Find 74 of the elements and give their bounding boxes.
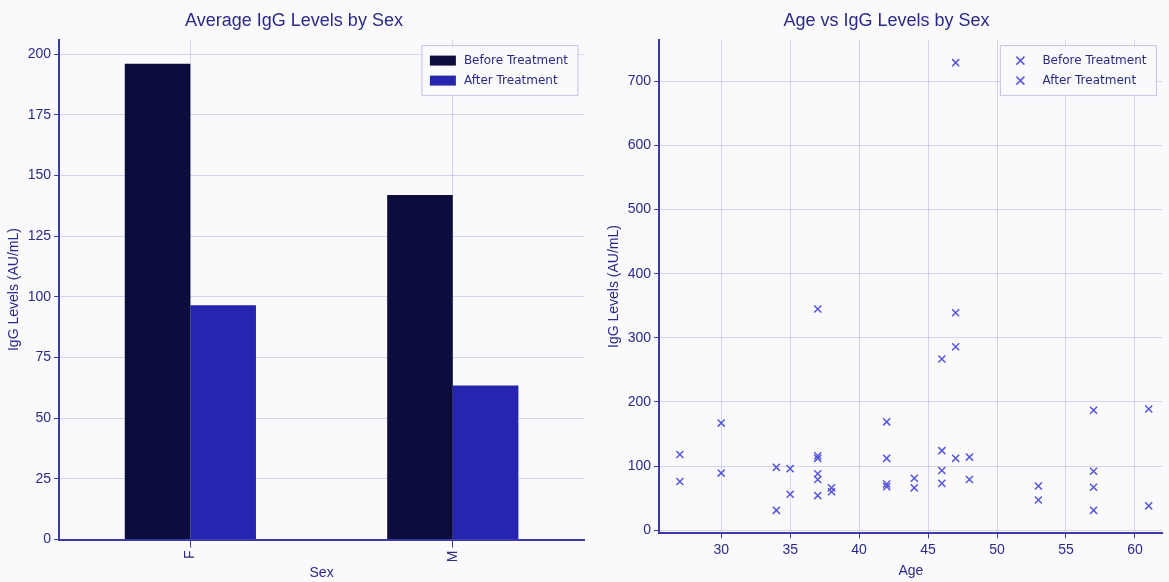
point [951,308,960,318]
point [1144,404,1153,414]
point [675,477,685,486]
bar [190,305,256,540]
point [882,417,891,427]
point [882,479,891,489]
x-tick-label: 45 [920,540,937,557]
y-tick-label: 175 [27,105,52,122]
x-tick-label: 30 [713,540,730,557]
y-tick-label: 0 [43,530,52,547]
y-tick-label: 400 [627,264,652,281]
y-tick-label: 700 [627,72,652,89]
chart-title: Age vs IgG Levels by Sex [783,9,990,30]
point [1089,405,1098,415]
chart-title: Average IgG Levels by Sex [185,9,403,30]
y-tick-label: 100 [627,456,652,473]
point [772,463,781,472]
y-tick-label: 200 [27,45,52,62]
point [951,58,960,67]
y-tick-label: 50 [35,409,52,426]
y-tick-label: 500 [627,200,652,217]
y-axis-title: IgG Levels (AU/mL) [5,228,22,352]
point [785,464,795,473]
y-tick-label: 0 [643,521,652,538]
point [827,483,836,493]
point [1144,501,1153,511]
y-tick-label: 25 [35,469,52,486]
point [1034,481,1043,491]
legend-label: After Treatment [1042,72,1137,87]
y-tick-label: 75 [35,348,52,365]
x-tick-label: M [443,550,460,563]
point [965,452,974,462]
point [951,454,960,463]
legend-label: Before Treatment [463,52,569,67]
point [882,482,891,491]
x-tick-label: 50 [989,540,1006,557]
y-tick-label: 600 [627,136,652,153]
legend-label: Before Treatment [1042,52,1147,67]
x-tick-label: 35 [782,540,799,557]
x-tick-label: 55 [1058,540,1074,557]
point [785,490,795,499]
bar [452,385,519,540]
x-tick-label: 60 [1127,540,1143,557]
point [772,506,781,515]
point [1089,466,1098,476]
x-axis-title: Sex [309,564,334,581]
y-tick-label: 100 [27,287,52,304]
y-tick-label: 150 [27,166,52,183]
point [965,475,974,484]
legend-label: After Treatment [463,72,558,87]
point [1089,482,1098,492]
x-tick-label: 40 [851,540,868,557]
point [827,487,836,496]
y-tick-label: 200 [627,392,652,409]
point [937,466,947,475]
y-axis-title: IgG Levels (AU/mL) [605,225,622,348]
point [937,446,947,455]
point [882,454,891,463]
bar [387,194,453,540]
point [716,418,726,428]
x-axis-title: Age [898,562,924,579]
y-tick-label: 125 [27,227,52,244]
point [937,354,947,364]
point [813,491,823,500]
point [813,304,823,314]
point [1034,495,1043,505]
bar [124,63,191,540]
y-tick-label: 300 [627,328,652,345]
x-tick-label: F [181,550,198,560]
point [1089,506,1098,515]
point [716,468,726,478]
point [951,342,960,352]
point [675,450,685,459]
point [937,479,947,488]
